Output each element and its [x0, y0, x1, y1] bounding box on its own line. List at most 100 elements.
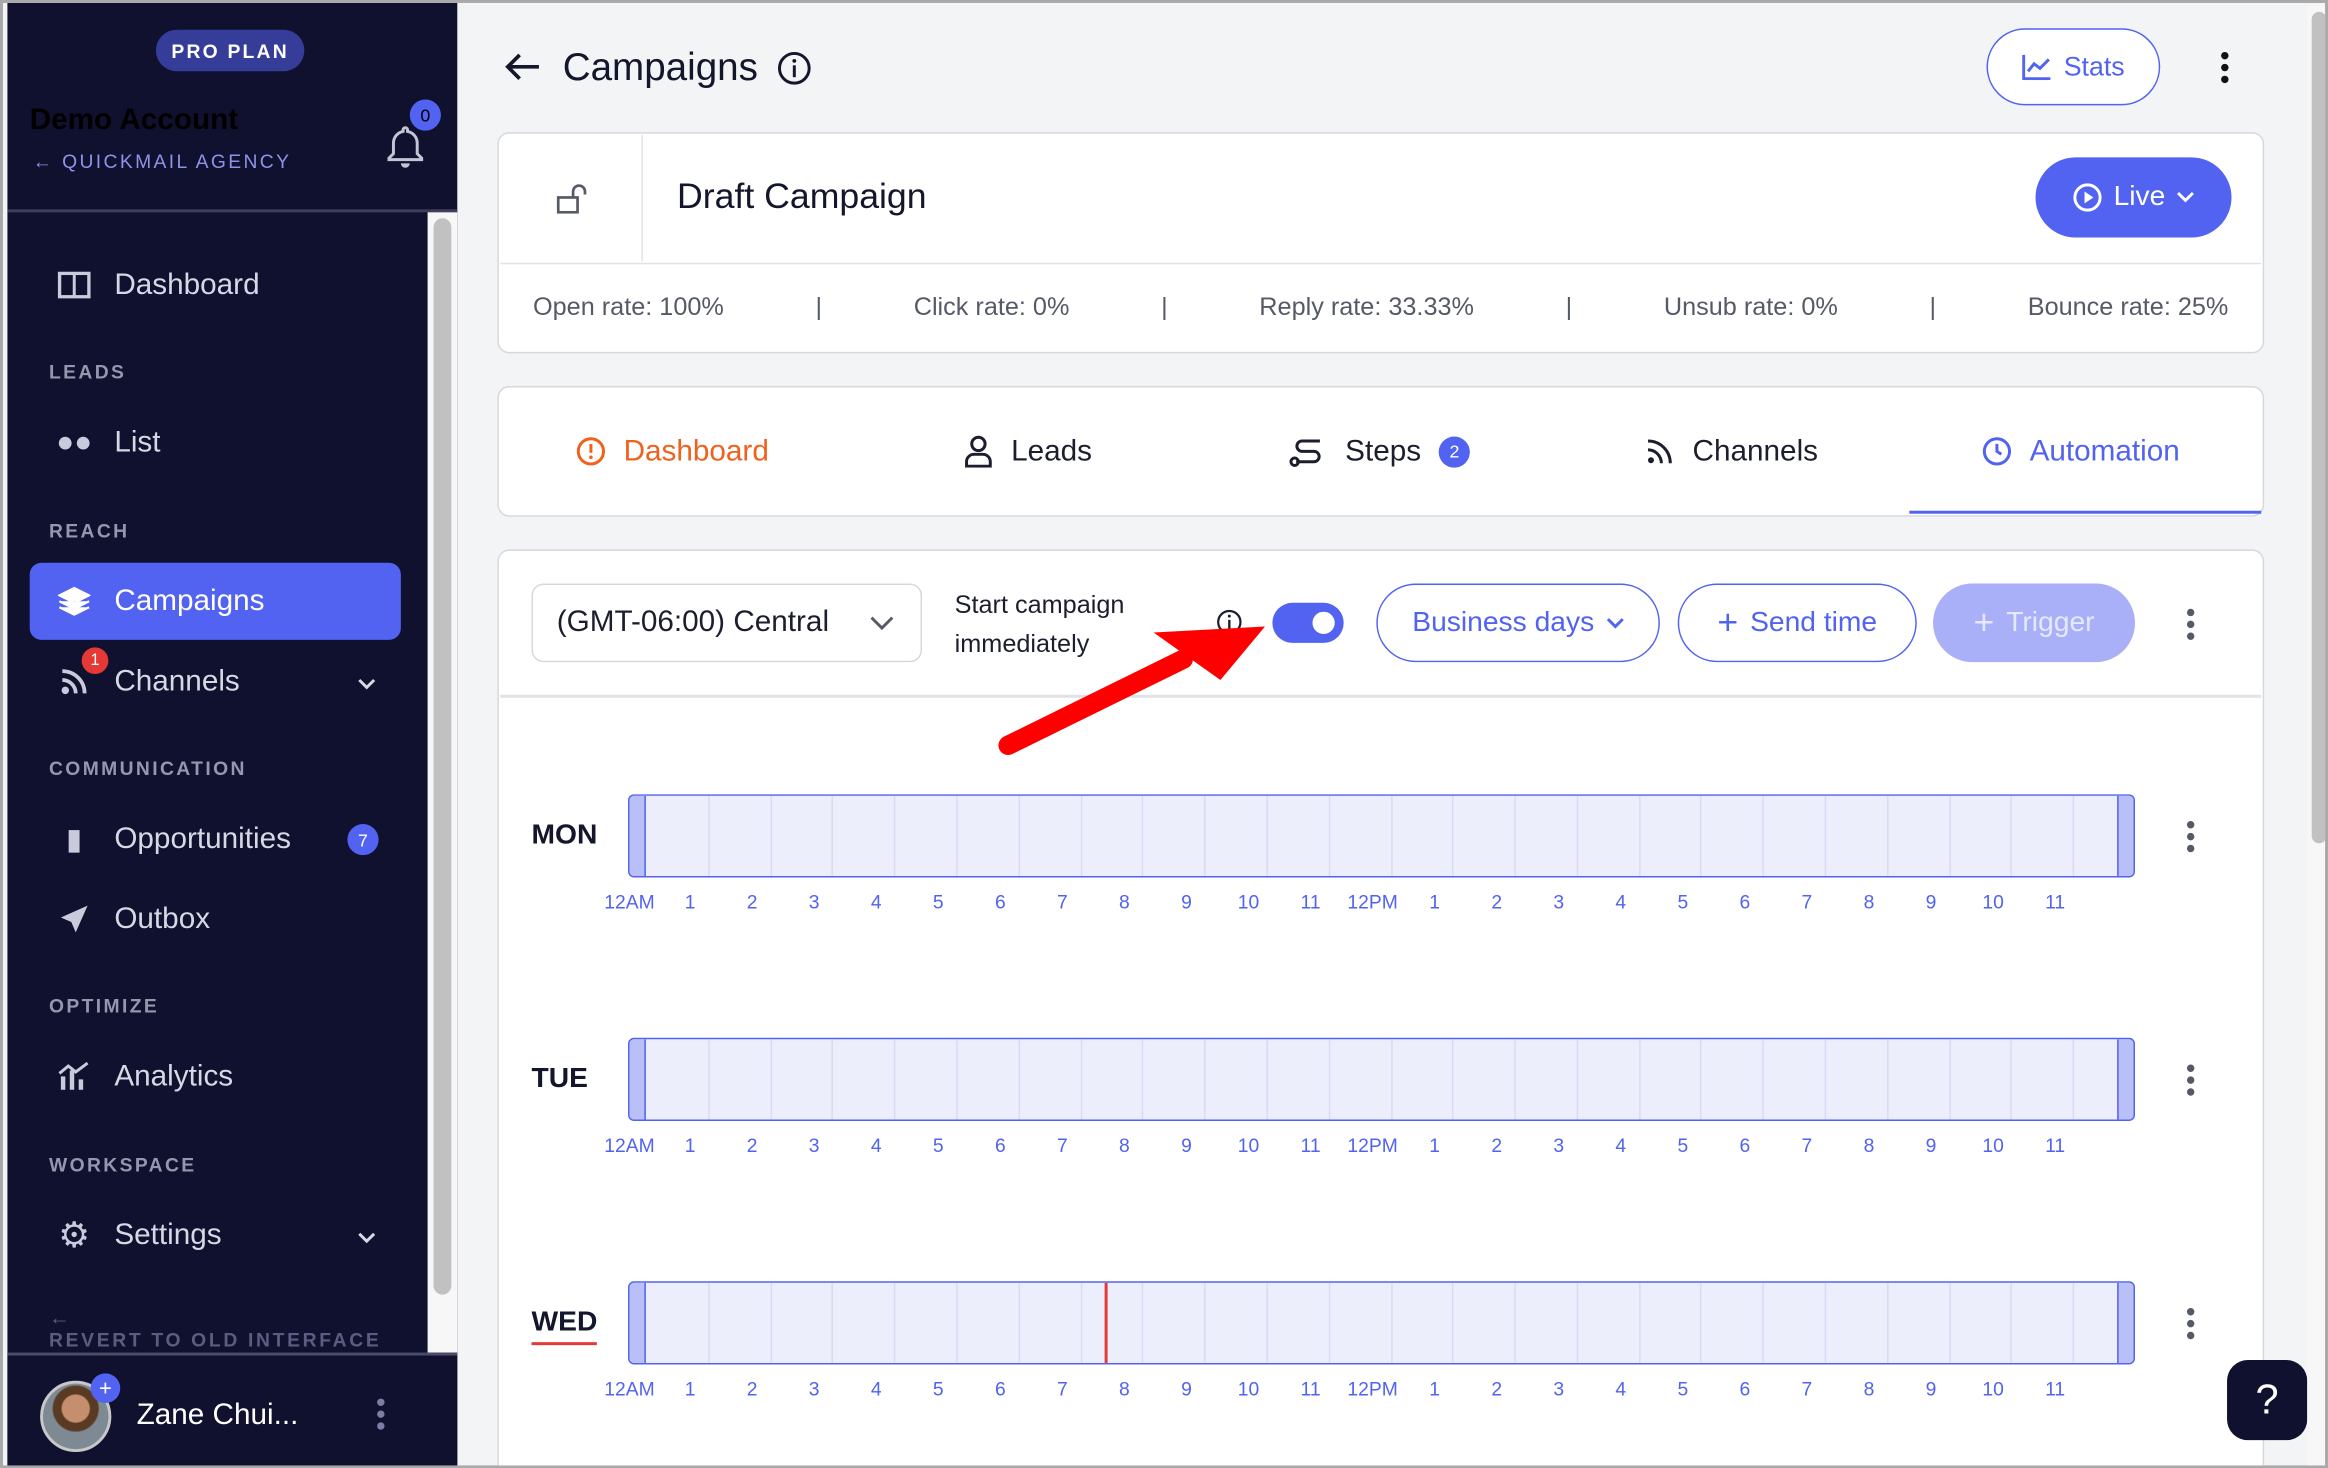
hour-gridline [894, 1282, 896, 1363]
hour-tick-label: 8 [1119, 890, 1130, 914]
hour-tick-label: 10 [1982, 1134, 2004, 1157]
hour-gridline [2072, 795, 2075, 876]
send-time-button[interactable]: + Send time [1677, 583, 1917, 663]
live-status-button[interactable]: Live [2035, 157, 2232, 238]
hour-tick-label: 2 [1491, 1134, 1503, 1157]
hour-gridline [769, 1039, 772, 1120]
hour-tick-label: 1 [684, 1377, 696, 1401]
hour-gridline [1142, 1282, 1144, 1363]
plus-icon: + [1973, 602, 1995, 643]
revert-interface-link[interactable]: ← REVERT TO OLD INTERFACE [48, 1305, 382, 1352]
sidebar-item-dashboard[interactable]: Dashboard [30, 246, 401, 323]
schedule-bar-wed[interactable] [628, 1281, 2135, 1365]
schedule-bar-mon[interactable] [628, 794, 2135, 878]
sidebar [7, 2, 458, 1466]
more-options-icon[interactable] [2221, 51, 2229, 84]
hour-tick-label: 8 [1863, 890, 1875, 914]
hour-gridline [1638, 795, 1641, 876]
account-name[interactable]: Demo Account [29, 103, 239, 137]
tab-automation[interactable]: Automation [1982, 419, 2180, 484]
hour-gridline [1824, 1282, 1827, 1363]
plan-badge: PRO PLAN [155, 29, 305, 72]
hour-tick-label: 6 [1739, 1134, 1751, 1157]
hour-tick-label: 6 [994, 890, 1006, 914]
hour-gridline [956, 795, 958, 876]
stats-button[interactable]: Stats [1986, 28, 2161, 106]
section-workspace: WORKSPACE [48, 1153, 197, 1176]
hour-tick-label: 12PM [1347, 1134, 1398, 1157]
hour-gridline [1824, 1039, 1827, 1120]
hour-tick-label: 12AM [604, 890, 655, 914]
business-days-button[interactable]: Business days [1376, 583, 1660, 663]
hour-tick-label: 7 [1056, 1377, 1068, 1401]
sidebar-item-campaigns[interactable]: Campaigns [29, 562, 401, 640]
start-handle[interactable] [629, 1039, 646, 1120]
start-handle[interactable] [629, 795, 646, 876]
help-button[interactable]: ? [2227, 1359, 2308, 1441]
sidebar-item-settings[interactable]: ⚙ Settings [30, 1197, 401, 1274]
hour-tick-label: 11 [2045, 1377, 2066, 1401]
sidebar-item-channels[interactable]: 1 Channels [30, 643, 401, 720]
section-communication: COMMUNICATION [48, 757, 247, 780]
start-handle[interactable] [629, 1282, 646, 1363]
hour-tick-label: 4 [1615, 1377, 1627, 1401]
notification-count: 0 [409, 99, 441, 131]
hour-gridline [1700, 795, 1703, 876]
lock-toggle[interactable] [500, 135, 643, 262]
page-scrollbar-thumb[interactable] [2311, 11, 2326, 844]
tab-steps[interactable]: Steps 2 [1289, 419, 1471, 484]
click-rate: Click rate: 0% [913, 292, 1070, 321]
end-handle[interactable] [2117, 1039, 2134, 1120]
trigger-button[interactable]: + Trigger [1933, 583, 2135, 663]
hour-gridline [2010, 1039, 2013, 1120]
hour-gridline [1762, 1039, 1765, 1120]
back-arrow-icon[interactable] [502, 48, 544, 87]
sidebar-scrollbar-thumb[interactable] [433, 218, 452, 1295]
gear-icon: ⚙ [58, 1215, 91, 1256]
chevron-down-icon[interactable] [356, 1220, 377, 1254]
hour-gridline [1638, 1282, 1641, 1363]
add-icon[interactable]: + [90, 1373, 121, 1404]
day-label-wed: WED [531, 1307, 598, 1346]
sidebar-item-analytics[interactable]: Analytics [30, 1038, 401, 1115]
avatar[interactable] [40, 1380, 112, 1453]
day-options-icon[interactable] [2186, 821, 2195, 853]
automation-options-icon[interactable] [2186, 608, 2195, 640]
timezone-select[interactable]: (GMT-06:00) Central [531, 583, 922, 663]
hour-gridline [1576, 795, 1579, 876]
hour-tick-label: 6 [994, 1377, 1006, 1401]
sidebar-item-list[interactable]: ●● List [30, 404, 401, 481]
hour-gridline [1080, 1282, 1082, 1363]
info-icon[interactable] [776, 50, 812, 86]
end-handle[interactable] [2117, 1282, 2134, 1363]
hour-tick-label: 2 [1491, 1377, 1503, 1401]
sidebar-item-opportunities[interactable]: ▮ Opportunities 7 [30, 800, 401, 877]
hour-tick-label: 1 [1429, 1134, 1441, 1157]
tab-dashboard[interactable]: Dashboard [576, 419, 769, 484]
agency-link[interactable]: ← QUICKMAIL AGENCY [32, 149, 292, 173]
user-name[interactable]: Zane Chui... [136, 1398, 299, 1432]
arrow-left-icon: ← [48, 1305, 73, 1329]
hour-gridline [1638, 1039, 1641, 1120]
hour-tick-label: 10 [1982, 1377, 2004, 1401]
hour-gridline [1948, 1039, 1951, 1120]
schedule-bar-tue[interactable] [628, 1037, 2135, 1121]
day-options-icon[interactable] [2186, 1064, 2195, 1096]
sidebar-item-outbox[interactable]: Outbox [30, 880, 401, 957]
start-immediately-toggle[interactable] [1272, 602, 1344, 643]
hour-gridline [1514, 1039, 1516, 1120]
end-handle[interactable] [2117, 795, 2134, 876]
tab-leads[interactable]: Leads [964, 419, 1092, 484]
hour-gridline [1948, 795, 1951, 876]
hour-tick-label: 11 [1300, 1377, 1321, 1401]
chevron-down-icon[interactable] [356, 667, 377, 701]
campaign-name[interactable]: Draft Campaign [677, 176, 927, 217]
tab-channels[interactable]: Channels [1645, 419, 1818, 484]
day-options-icon[interactable] [2186, 1308, 2195, 1340]
bell-icon[interactable] [383, 122, 428, 172]
hour-gridline [1080, 795, 1082, 876]
hour-tick-label: 8 [1119, 1377, 1130, 1401]
divider [7, 209, 458, 213]
hour-gridline [1204, 1039, 1206, 1120]
user-menu-icon[interactable] [377, 1398, 385, 1430]
